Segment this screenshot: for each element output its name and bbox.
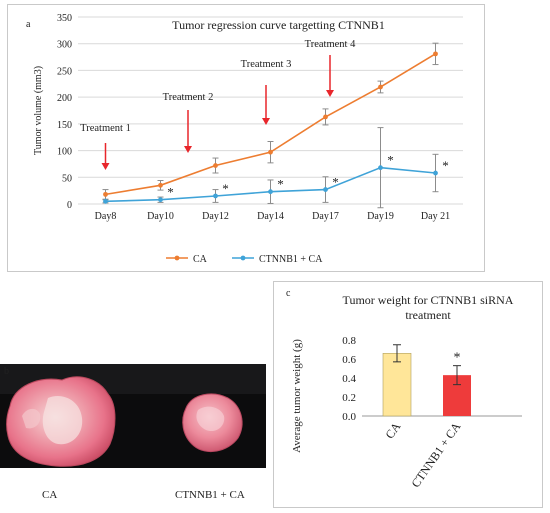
y-tick-label: 0.2 bbox=[342, 392, 356, 404]
photo-caption-ca: CA bbox=[42, 489, 58, 501]
bar-ca bbox=[382, 353, 412, 417]
chart-title: Tumor regression curve targetting CTNNB1 bbox=[172, 18, 385, 32]
panel-label-a: a bbox=[26, 19, 31, 30]
y-tick-label: 150 bbox=[57, 120, 72, 131]
y-tick-label: 0.4 bbox=[342, 373, 356, 385]
data-point bbox=[268, 149, 273, 155]
legend-marker bbox=[240, 255, 246, 261]
data-point bbox=[213, 163, 218, 168]
y-tick-label: 350 bbox=[57, 13, 72, 24]
significance-star: * bbox=[222, 181, 229, 196]
x-tick-label: Day8 bbox=[95, 211, 117, 222]
tumor-weight-chart-panel: c Tumor weight for CTNNB1 siRNA treatment 0… bbox=[273, 281, 543, 508]
x-tick-label: CTNNB1 + CA bbox=[408, 419, 463, 490]
tumor-photo: b bbox=[0, 364, 266, 468]
data-point bbox=[268, 189, 273, 195]
x-tick-label: Day10 bbox=[147, 211, 174, 222]
data-point bbox=[323, 187, 328, 192]
y-tick-label: 0.6 bbox=[342, 354, 356, 366]
photo-caption-ctnnb1-ca: CTNNB1 + CA bbox=[175, 489, 245, 501]
significance-star: * bbox=[277, 177, 284, 192]
y-tick-label: 0.0 bbox=[342, 411, 356, 423]
treatment-arrowhead bbox=[262, 118, 270, 125]
treatment-label: Treatment 2 bbox=[163, 92, 214, 103]
y-tick-label: 300 bbox=[57, 40, 72, 51]
treatment-label: Treatment 3 bbox=[241, 59, 292, 70]
treatment-label: Treatment 1 bbox=[80, 123, 131, 134]
x-tick-label: Day12 bbox=[202, 211, 229, 222]
treatment-label: Treatment 4 bbox=[305, 39, 356, 50]
y-tick-label: 0 bbox=[67, 200, 72, 211]
data-point bbox=[323, 114, 328, 120]
treatment-arrowhead bbox=[326, 90, 334, 97]
x-tick-label: Day17 bbox=[312, 211, 339, 222]
significance-star: * bbox=[442, 158, 449, 173]
y-tick-label: 0.8 bbox=[342, 335, 356, 347]
significance-star: * bbox=[387, 153, 394, 168]
legend-label: CTNNB1 + CA bbox=[259, 254, 323, 265]
legend-label: CA bbox=[193, 254, 208, 265]
significance-star: * bbox=[454, 351, 461, 366]
x-tick-label: Day19 bbox=[367, 211, 394, 222]
y-axis-label: Tumor volume (mm3) bbox=[33, 66, 44, 155]
y-tick-label: 200 bbox=[57, 93, 72, 104]
y-axis-label: Average tumor weight (g) bbox=[291, 339, 303, 453]
treatment-arrowhead bbox=[101, 163, 110, 170]
data-point bbox=[378, 84, 383, 90]
data-point bbox=[213, 193, 218, 199]
x-tick-label: CA bbox=[382, 419, 403, 441]
y-tick-label: 100 bbox=[57, 147, 72, 158]
tumor-regression-chart-panel: a Tumor regression curve targetting CTNNB… bbox=[7, 4, 485, 272]
legend-marker bbox=[174, 255, 180, 261]
data-point bbox=[158, 182, 163, 188]
data-point bbox=[433, 51, 438, 57]
x-tick-label: Day 21 bbox=[421, 211, 450, 222]
tumor-regression-chart: a Tumor regression curve targetting CTNNB… bbox=[26, 13, 463, 265]
y-tick-label: 50 bbox=[62, 173, 72, 184]
data-point bbox=[103, 191, 108, 197]
chart-title-line2: treatment bbox=[405, 308, 451, 322]
chart-title-line1: Tumor weight for CTNNB1 siRNA bbox=[343, 293, 514, 307]
data-point bbox=[378, 165, 383, 171]
treatment-arrowhead bbox=[184, 146, 192, 153]
data-point bbox=[103, 198, 108, 204]
x-tick-label: Day14 bbox=[257, 211, 284, 222]
significance-star: * bbox=[167, 185, 174, 200]
data-point bbox=[433, 170, 438, 176]
data-point bbox=[158, 197, 163, 203]
significance-star: * bbox=[332, 175, 339, 190]
photo-panel-label: b bbox=[4, 366, 9, 377]
tumor-photo-panel: b bbox=[0, 364, 266, 468]
panel-label-c: c bbox=[286, 288, 291, 299]
y-tick-label: 250 bbox=[57, 66, 72, 77]
